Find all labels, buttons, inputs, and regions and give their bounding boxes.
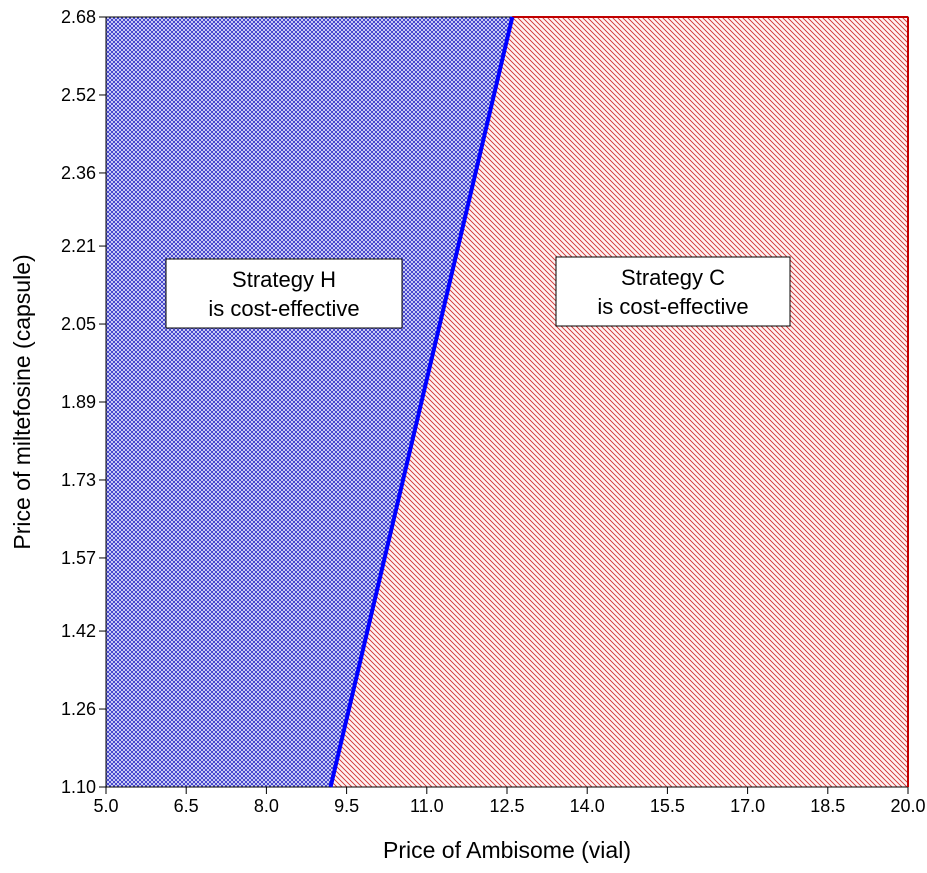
x-tick-label: 8.0 xyxy=(254,796,279,816)
x-tick-label: 11.0 xyxy=(410,796,444,816)
boundary-line xyxy=(328,16,515,788)
strategy-h-title: Strategy H xyxy=(232,267,336,292)
strategy-h-label-box: Strategy H is cost-effective xyxy=(165,258,403,329)
y-tick-label: 1.10 xyxy=(61,777,96,797)
x-tick-label: 12.5 xyxy=(489,796,524,816)
strategy-c-region xyxy=(330,17,908,787)
y-tick-label: 2.52 xyxy=(61,85,96,105)
y-tick-label: 1.57 xyxy=(61,548,96,568)
strategy-h-subtitle: is cost-effective xyxy=(208,296,359,321)
x-axis-label: Price of Ambisome (vial) xyxy=(383,837,631,863)
y-tick-label: 1.73 xyxy=(61,470,96,490)
y-tick-label: 2.36 xyxy=(61,163,96,183)
x-axis-ticks: 5.0 6.5 8.0 9.5 11.0 12.5 14.0 15.5 17.0 18.5 20.0 xyxy=(93,787,926,816)
x-tick-label: 18.5 xyxy=(810,796,845,816)
x-tick-label: 15.5 xyxy=(650,796,685,816)
y-tick-label: 1.26 xyxy=(61,699,96,719)
strategy-h-region xyxy=(106,17,513,787)
x-tick-label: 14.0 xyxy=(570,796,605,816)
strategy-c-subtitle: is cost-effective xyxy=(597,294,748,319)
y-tick-label: 1.89 xyxy=(61,392,96,412)
x-tick-label: 5.0 xyxy=(93,796,118,816)
strategy-c-label-box: Strategy C is cost-effective xyxy=(555,256,791,327)
x-tick-label: 6.5 xyxy=(174,796,199,816)
x-tick-label: 17.0 xyxy=(730,796,765,816)
y-tick-label: 1.42 xyxy=(61,621,96,641)
y-tick-label: 2.21 xyxy=(61,236,96,256)
strategy-c-title: Strategy C xyxy=(621,265,725,290)
y-axis-ticks: 1.10 1.26 1.42 1.57 1.73 1.89 2.05 2.21 2.36 2.52… xyxy=(61,7,106,797)
y-tick-label: 2.05 xyxy=(61,314,96,334)
y-tick-label: 2.68 xyxy=(61,7,96,27)
x-tick-label: 9.5 xyxy=(334,796,359,816)
x-tick-label: 20.0 xyxy=(890,796,925,816)
y-axis-label: Price of miltefosine (capsule) xyxy=(9,254,35,549)
